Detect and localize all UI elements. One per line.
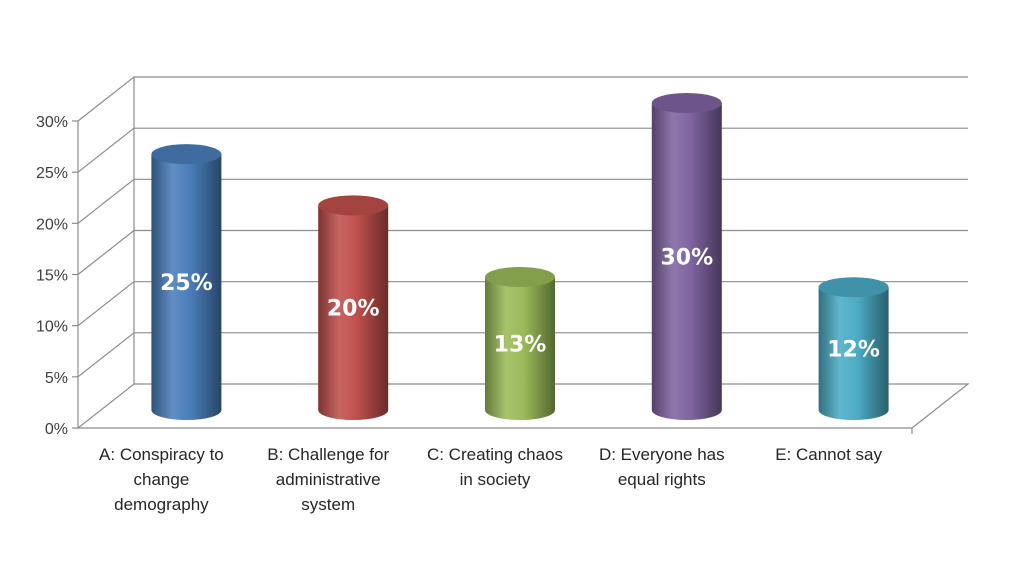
- bar-3: 30%: [651, 93, 722, 420]
- bar-body: [818, 287, 889, 420]
- data-label: 20%: [327, 297, 380, 322]
- bar-body: [318, 205, 389, 420]
- y-tick-label: 30%: [36, 114, 68, 131]
- bar-body: [651, 103, 722, 420]
- bar-top: [485, 266, 555, 287]
- x-axis-labels: A: Conspiracy to change demography B: Chall…: [99, 445, 882, 514]
- bars: 25% 20% 13% 30% 12%: [151, 93, 889, 420]
- bar-1: 20%: [318, 195, 389, 420]
- x-category-label: A: Conspiracy to change demography: [99, 445, 224, 514]
- data-label: 30%: [660, 246, 713, 271]
- bar-top: [651, 93, 722, 113]
- data-label: 13%: [494, 332, 547, 357]
- y-tick-label: 5%: [45, 370, 68, 387]
- floor: [76, 383, 970, 429]
- bar-top: [151, 144, 222, 165]
- bar-body: [151, 154, 222, 420]
- data-label: 12%: [827, 338, 880, 363]
- x-category-label: D: Everyone has equal rights: [599, 445, 725, 489]
- y-tick-label: 10%: [36, 319, 68, 336]
- y-axis-ticks: 0% 5% 10% 15% 20% 25% 30%: [36, 114, 78, 438]
- y-tick-label: 15%: [36, 268, 68, 285]
- bar-top: [818, 277, 889, 298]
- y-tick-label: 0%: [45, 421, 68, 438]
- bar-body: [485, 276, 555, 420]
- y-tick-label: 20%: [36, 216, 68, 233]
- x-category-label: E: Cannot say: [775, 445, 882, 464]
- bar-2: 13%: [485, 266, 555, 420]
- data-label: 25%: [160, 271, 213, 296]
- bar-0: 25%: [151, 144, 222, 420]
- x-category-label: C: Creating chaos in society: [427, 445, 563, 489]
- gridline: [77, 76, 968, 122]
- x-category-label: B: Challenge for administrative system: [267, 445, 389, 514]
- y-tick-label: 25%: [36, 165, 68, 182]
- bar-4: 12%: [818, 277, 889, 420]
- bar-top: [318, 195, 389, 216]
